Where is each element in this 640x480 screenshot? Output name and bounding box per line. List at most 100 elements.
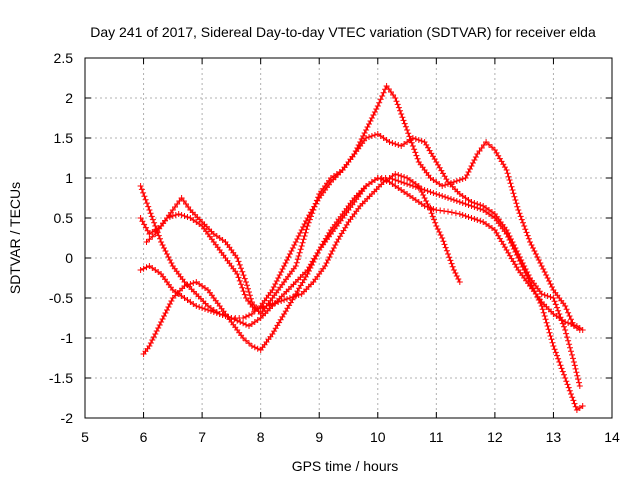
data-point-marker [394,101,401,108]
data-point-marker [555,307,562,314]
data-point-marker [549,284,555,290]
series-line [140,177,583,411]
data-point-marker [392,177,399,183]
y-tick-label: 0 [65,250,73,266]
data-point-marker [423,198,430,204]
data-point-marker [155,232,162,239]
data-point-marker [441,241,448,248]
data-point-marker [523,229,530,236]
data-point-marker [552,349,559,356]
data-point-marker [288,248,295,254]
data-point-marker [504,170,511,177]
data-point-marker [576,383,583,389]
data-point-marker [361,130,368,136]
data-point-marker [162,248,169,254]
data-point-marker [210,309,217,315]
data-point-marker [401,174,408,180]
data-point-marker [251,344,258,351]
data-point-marker [296,249,303,256]
data-point-marker [550,295,557,301]
data-point-marker [260,304,267,310]
data-point-marker [371,132,378,138]
data-point-marker [153,328,160,334]
data-point-marker [471,216,478,222]
data-point-marker [471,204,478,210]
grid [85,58,612,418]
data-point-marker [579,403,586,409]
chart-title: Day 241 of 2017, Sidereal Day-to-day VTE… [90,24,596,40]
data-point-marker [155,325,162,331]
data-point-marker [269,301,276,307]
data-point-marker [146,236,153,243]
data-point-marker [483,139,490,145]
data-point-marker [257,305,264,311]
data-point-marker [147,210,154,217]
data-point-marker [246,289,252,295]
data-point-marker [537,260,544,266]
data-point-marker [148,213,155,220]
data-point-marker [518,216,525,223]
data-point-marker [168,298,175,304]
data-point-marker [314,250,321,256]
data-point-marker [467,166,473,172]
data-point-marker [156,322,163,328]
data-point-marker [301,233,308,239]
data-point-marker [145,203,152,210]
data-point-marker [532,251,539,257]
data-point-marker [401,180,408,186]
data-point-marker [515,207,522,213]
data-point-marker [245,285,251,292]
data-point-marker [474,205,481,211]
data-point-marker [567,344,573,351]
data-point-marker [424,188,431,194]
data-point-marker [366,121,372,127]
data-point-marker [541,292,548,298]
data-point-marker [366,134,372,140]
data-point-marker [266,302,273,308]
data-point-marker [525,235,532,242]
data-point-marker [373,106,380,112]
data-point-marker [474,217,481,223]
data-point-marker [293,259,300,266]
data-point-marker [326,254,333,260]
data-point-marker [275,275,282,281]
data-point-marker [562,319,569,325]
x-tick-label: 5 [81,429,89,445]
data-point-marker [465,169,472,175]
data-point-marker [439,183,446,189]
data-point-marker [404,127,411,133]
data-point-marker [565,384,572,391]
data-point-marker [402,123,409,130]
data-point-marker [516,258,523,264]
data-point-marker [137,215,144,221]
data-point-marker [278,298,285,304]
data-point-marker [571,362,578,369]
data-point-marker [332,242,339,248]
data-point-marker [149,233,156,240]
series-arc-4 [140,175,586,357]
data-point-marker [406,133,413,140]
data-point-marker [374,175,381,181]
data-point-marker [289,245,296,251]
data-point-marker [477,218,484,224]
data-point-marker [448,196,454,202]
data-point-marker [413,152,420,159]
data-point-marker [254,345,261,352]
data-point-marker [398,179,405,185]
data-point-marker [166,214,173,220]
data-point-marker [294,256,301,263]
data-point-marker [462,175,469,181]
series-arc-2 [137,131,583,389]
data-point-marker [240,315,247,321]
data-point-marker [565,320,572,326]
data-point-marker [563,306,570,313]
data-point-marker [162,310,169,316]
data-point-marker [164,251,170,257]
data-point-marker [363,127,370,133]
data-point-marker [468,215,475,221]
data-point-marker [181,283,188,289]
data-point-marker [551,298,558,305]
data-point-marker [234,317,241,324]
y-axis-title: SDTVAR / TECUs [7,182,23,294]
data-point-marker [420,192,427,198]
